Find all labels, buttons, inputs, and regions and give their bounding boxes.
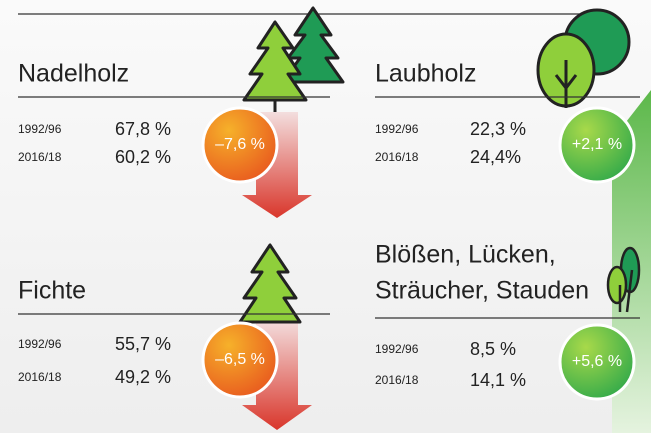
change-value: –7,6 %	[215, 136, 265, 153]
share-value: 60,2 %	[115, 147, 171, 167]
period-label: 2016/18	[375, 373, 419, 387]
period-label: 1992/96	[375, 342, 419, 356]
period-label: 2016/18	[18, 150, 62, 164]
share-value: 14,1 %	[470, 370, 526, 390]
share-value: 8,5 %	[470, 339, 516, 359]
panel-title: Nadelholz	[18, 60, 129, 88]
panel-title: Laubholz	[375, 60, 476, 88]
period-label: 1992/96	[375, 122, 419, 136]
period-label: 1992/96	[18, 122, 62, 136]
change-value: +5,6 %	[572, 353, 622, 370]
share-value: 22,3 %	[470, 119, 526, 139]
share-value: 49,2 %	[115, 367, 171, 387]
share-value: 67,8 %	[115, 119, 171, 139]
panel-title: Sträucher, Stauden	[375, 277, 589, 305]
infographic: Nadelholz 1992/96 67,8 % 2016/18 60,2 % –7,6 …	[0, 0, 651, 433]
share-value: 24,4%	[470, 147, 521, 167]
share-value: 55,7 %	[115, 334, 171, 354]
change-value: +2,1 %	[572, 136, 622, 153]
panel-title: Fichte	[18, 277, 86, 305]
change-value: –6,5 %	[215, 351, 265, 368]
period-label: 2016/18	[375, 150, 419, 164]
period-label: 2016/18	[18, 370, 62, 384]
period-label: 1992/96	[18, 337, 62, 351]
panel-title: Blößen, Lücken,	[375, 241, 556, 269]
